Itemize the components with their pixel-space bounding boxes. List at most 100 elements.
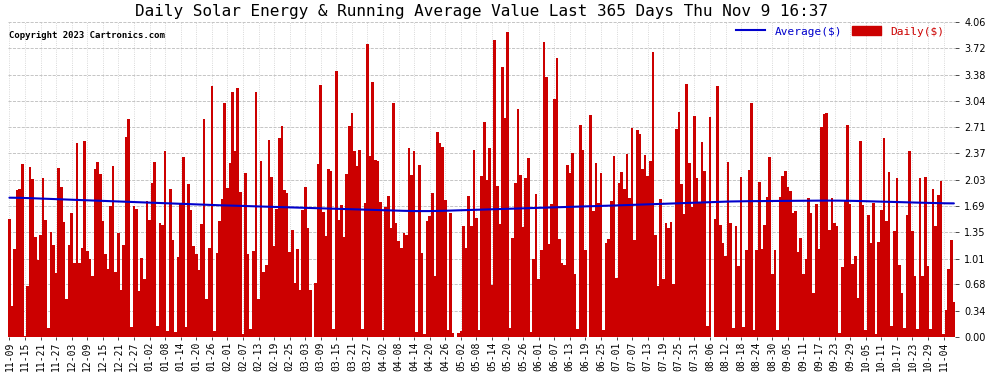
Bar <box>499 224 501 337</box>
Bar <box>190 210 192 337</box>
Bar <box>547 244 550 337</box>
Bar <box>631 128 634 337</box>
Bar <box>434 276 437 337</box>
Bar <box>752 330 755 337</box>
Bar <box>525 178 527 337</box>
Bar <box>893 231 896 337</box>
Bar <box>480 177 483 337</box>
Bar <box>927 266 930 337</box>
Bar <box>574 274 576 337</box>
Bar <box>346 174 348 337</box>
Bar <box>706 326 709 337</box>
Bar <box>566 165 568 337</box>
Bar <box>563 265 566 337</box>
Bar <box>493 40 496 337</box>
Bar <box>745 250 747 337</box>
Bar <box>353 151 355 337</box>
Bar <box>358 150 361 337</box>
Bar <box>350 113 353 337</box>
Bar <box>555 58 558 337</box>
Bar <box>944 310 947 337</box>
Bar <box>413 151 416 337</box>
Bar <box>917 329 919 337</box>
Bar <box>445 200 446 337</box>
Bar <box>823 114 826 337</box>
Bar <box>299 290 301 337</box>
Bar <box>623 189 626 337</box>
Bar <box>576 329 579 337</box>
Bar <box>942 334 944 337</box>
Bar <box>325 236 328 337</box>
Bar <box>600 173 602 337</box>
Bar <box>618 183 621 337</box>
Bar <box>810 213 813 337</box>
Bar <box>509 328 512 337</box>
Bar <box>911 231 914 337</box>
Bar <box>65 299 67 337</box>
Bar <box>424 334 426 337</box>
Bar <box>742 327 745 337</box>
Bar <box>842 267 843 337</box>
Bar <box>667 228 670 337</box>
Bar <box>57 168 60 337</box>
Bar <box>296 249 299 337</box>
Bar <box>896 178 898 337</box>
Bar <box>613 156 615 337</box>
Bar <box>800 238 802 337</box>
Bar <box>722 243 725 337</box>
Bar <box>693 117 696 337</box>
Bar <box>781 176 784 337</box>
Bar <box>195 254 198 337</box>
Bar <box>634 240 636 337</box>
Bar <box>540 250 543 337</box>
Bar <box>52 244 54 337</box>
Bar <box>184 327 187 337</box>
Bar <box>148 220 150 337</box>
Bar <box>177 258 179 337</box>
Bar <box>735 226 738 337</box>
Bar <box>270 177 273 337</box>
Bar <box>288 252 291 337</box>
Bar <box>636 130 639 337</box>
Bar <box>935 226 937 337</box>
Bar <box>947 269 950 337</box>
Bar <box>629 198 631 337</box>
Bar <box>224 103 226 337</box>
Bar <box>283 190 286 337</box>
Bar <box>517 110 520 337</box>
Bar <box>872 203 875 337</box>
Bar <box>156 326 158 337</box>
Bar <box>535 194 538 337</box>
Bar <box>488 148 491 337</box>
Title: Daily Solar Energy & Running Average Value Last 365 Days Thu Nov 9 16:37: Daily Solar Energy & Running Average Val… <box>136 4 829 19</box>
Bar <box>475 219 478 337</box>
Bar <box>592 211 595 337</box>
Bar <box>112 166 115 337</box>
Bar <box>141 258 143 337</box>
Bar <box>371 82 374 337</box>
Bar <box>205 299 208 337</box>
Bar <box>851 264 854 337</box>
Bar <box>467 196 470 337</box>
Bar <box>696 178 698 337</box>
Text: Copyright 2023 Cartronics.com: Copyright 2023 Cartronics.com <box>9 31 165 40</box>
Bar <box>831 198 834 337</box>
Bar <box>252 251 254 337</box>
Bar <box>60 187 62 337</box>
Bar <box>813 292 815 337</box>
Bar <box>29 167 32 337</box>
Bar <box>171 240 174 337</box>
Bar <box>42 178 45 337</box>
Bar <box>768 158 771 337</box>
Bar <box>589 115 592 337</box>
Bar <box>211 87 213 337</box>
Bar <box>773 250 776 337</box>
Bar <box>163 151 166 337</box>
Bar <box>262 272 265 337</box>
Bar <box>387 196 389 337</box>
Bar <box>405 234 408 337</box>
Bar <box>239 192 242 337</box>
Bar <box>649 160 651 337</box>
Bar <box>343 237 346 337</box>
Bar <box>88 259 91 337</box>
